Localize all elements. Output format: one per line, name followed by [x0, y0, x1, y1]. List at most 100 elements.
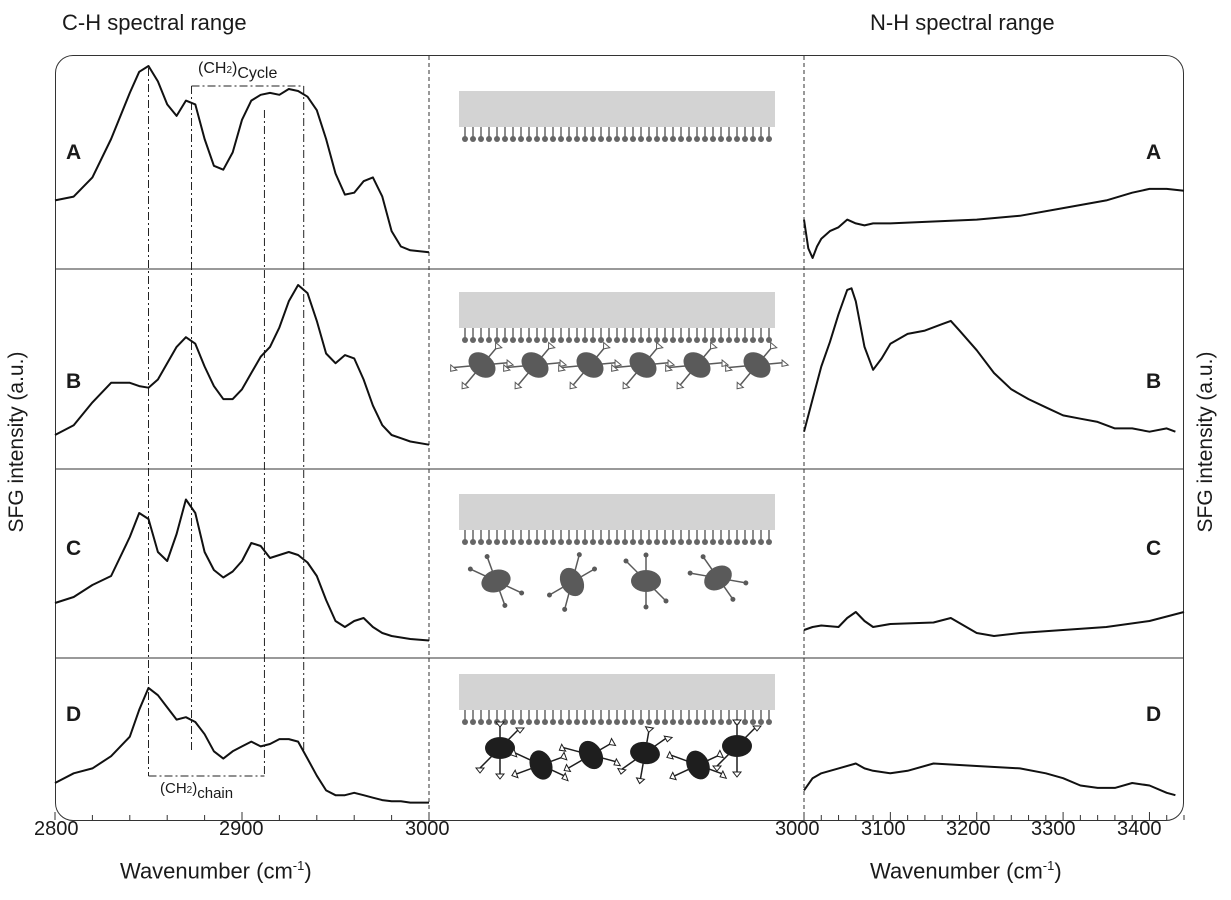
protein-c-1 [467, 554, 525, 608]
protein-arm [639, 763, 644, 779]
nh-spectrum-a [803, 187, 1185, 259]
sam-head-c [630, 539, 636, 545]
nh-spectrum-c [803, 611, 1185, 637]
sam-head-c [590, 539, 596, 545]
sam-head-d [510, 719, 516, 725]
panel-label-d-right: D [1146, 703, 1162, 726]
protein-arm-head [622, 381, 631, 390]
sam-head-b [558, 337, 564, 343]
sam-head-c [734, 539, 740, 545]
panel-label-b-right: B [1146, 370, 1162, 393]
protein-body [630, 741, 660, 765]
protein-arm [723, 586, 734, 600]
sam-head-c [686, 539, 692, 545]
tick-label-3100: 3100 [861, 818, 906, 840]
tick-label-2800: 2800 [34, 818, 79, 840]
protein-arm-head [716, 749, 725, 759]
sam-head-c [606, 539, 612, 545]
protein-body [578, 740, 604, 770]
sam-head-d [678, 719, 684, 725]
sam-head-c [494, 539, 500, 545]
sam-head-a [614, 136, 620, 142]
sam-head-a [558, 136, 564, 142]
protein-arm-head [743, 580, 749, 586]
protein-arm-head [562, 606, 568, 612]
protein-arm [506, 365, 524, 369]
sam-head-c [510, 539, 516, 545]
sam-head-a [518, 136, 524, 142]
protein-d-3 [558, 737, 622, 773]
sam-head-d [486, 719, 492, 725]
protein-arm [515, 752, 531, 761]
protein-arm-head [643, 552, 649, 558]
sam-head-d [558, 719, 564, 725]
protein-c-2 [546, 552, 598, 612]
sam-head-c [678, 539, 684, 545]
sam-head-c [566, 539, 572, 545]
sam-head-a [526, 136, 532, 142]
sam-head-c [742, 539, 748, 545]
annotation-ch2-cycle: (CH2)Cycle [198, 60, 278, 82]
panel-label-c-right: C [1146, 537, 1162, 560]
sam-head-d [478, 719, 484, 725]
sam-head-d [598, 719, 604, 725]
protein-body [529, 750, 553, 780]
sam-head-a [486, 136, 492, 142]
sam-head-d [742, 719, 748, 725]
ch-spectrum-d [54, 686, 429, 804]
sam-head-d [590, 719, 596, 725]
plot-frame [55, 55, 1184, 821]
protein-arm [671, 754, 688, 762]
sam-head-c [470, 539, 476, 545]
protein-arm [516, 767, 532, 775]
sam-head-d [574, 719, 580, 725]
nh-spectrum-b [803, 287, 1176, 433]
protein-arm-head [461, 381, 470, 390]
protein-arm-head [709, 341, 718, 350]
sam-head-b [670, 337, 676, 343]
protein-body [722, 735, 752, 757]
protein-arm [453, 365, 471, 369]
sam-head-b [614, 337, 620, 343]
protein-d-1 [474, 721, 526, 780]
protein-arm [621, 759, 636, 770]
sam-head-d [726, 719, 732, 725]
protein-arm-head [669, 771, 678, 781]
protein-b-6 [725, 341, 790, 390]
nh-spectrum-d [803, 762, 1176, 797]
sam-head-a [606, 136, 612, 142]
substrate-d [459, 674, 775, 710]
sam-head-b [518, 337, 524, 343]
sam-head-d [502, 719, 508, 725]
panel-label-d-left: D [66, 703, 82, 726]
protein-b-3 [558, 341, 623, 390]
sam-head-d [462, 719, 468, 725]
protein-arm [517, 372, 529, 386]
protein-arm-head [559, 358, 568, 367]
sam-head-a [502, 136, 508, 142]
sam-head-c [662, 539, 668, 545]
protein-c-4 [687, 554, 749, 602]
sam-head-d [694, 719, 700, 725]
protein-arm [668, 365, 686, 369]
protein-arm-head [569, 381, 578, 390]
sam-head-a [470, 136, 476, 142]
sam-head-b [766, 337, 772, 343]
sam-head-a [758, 136, 764, 142]
sam-head-d [542, 719, 548, 725]
sam-head-b [646, 337, 652, 343]
sam-head-b [606, 337, 612, 343]
sam-head-b [494, 337, 500, 343]
sam-head-a [566, 136, 572, 142]
protein-body [631, 570, 661, 592]
protein-arm-head [623, 558, 629, 564]
sam-head-c [694, 539, 700, 545]
protein-arm-head [613, 757, 622, 767]
protein-arm-head [700, 554, 706, 560]
sam-head-c [550, 539, 556, 545]
sam-head-d [750, 719, 756, 725]
protein-arm [561, 365, 579, 369]
protein-arm-head [644, 726, 655, 734]
protein-arm [506, 585, 522, 594]
sam-head-a [542, 136, 548, 142]
